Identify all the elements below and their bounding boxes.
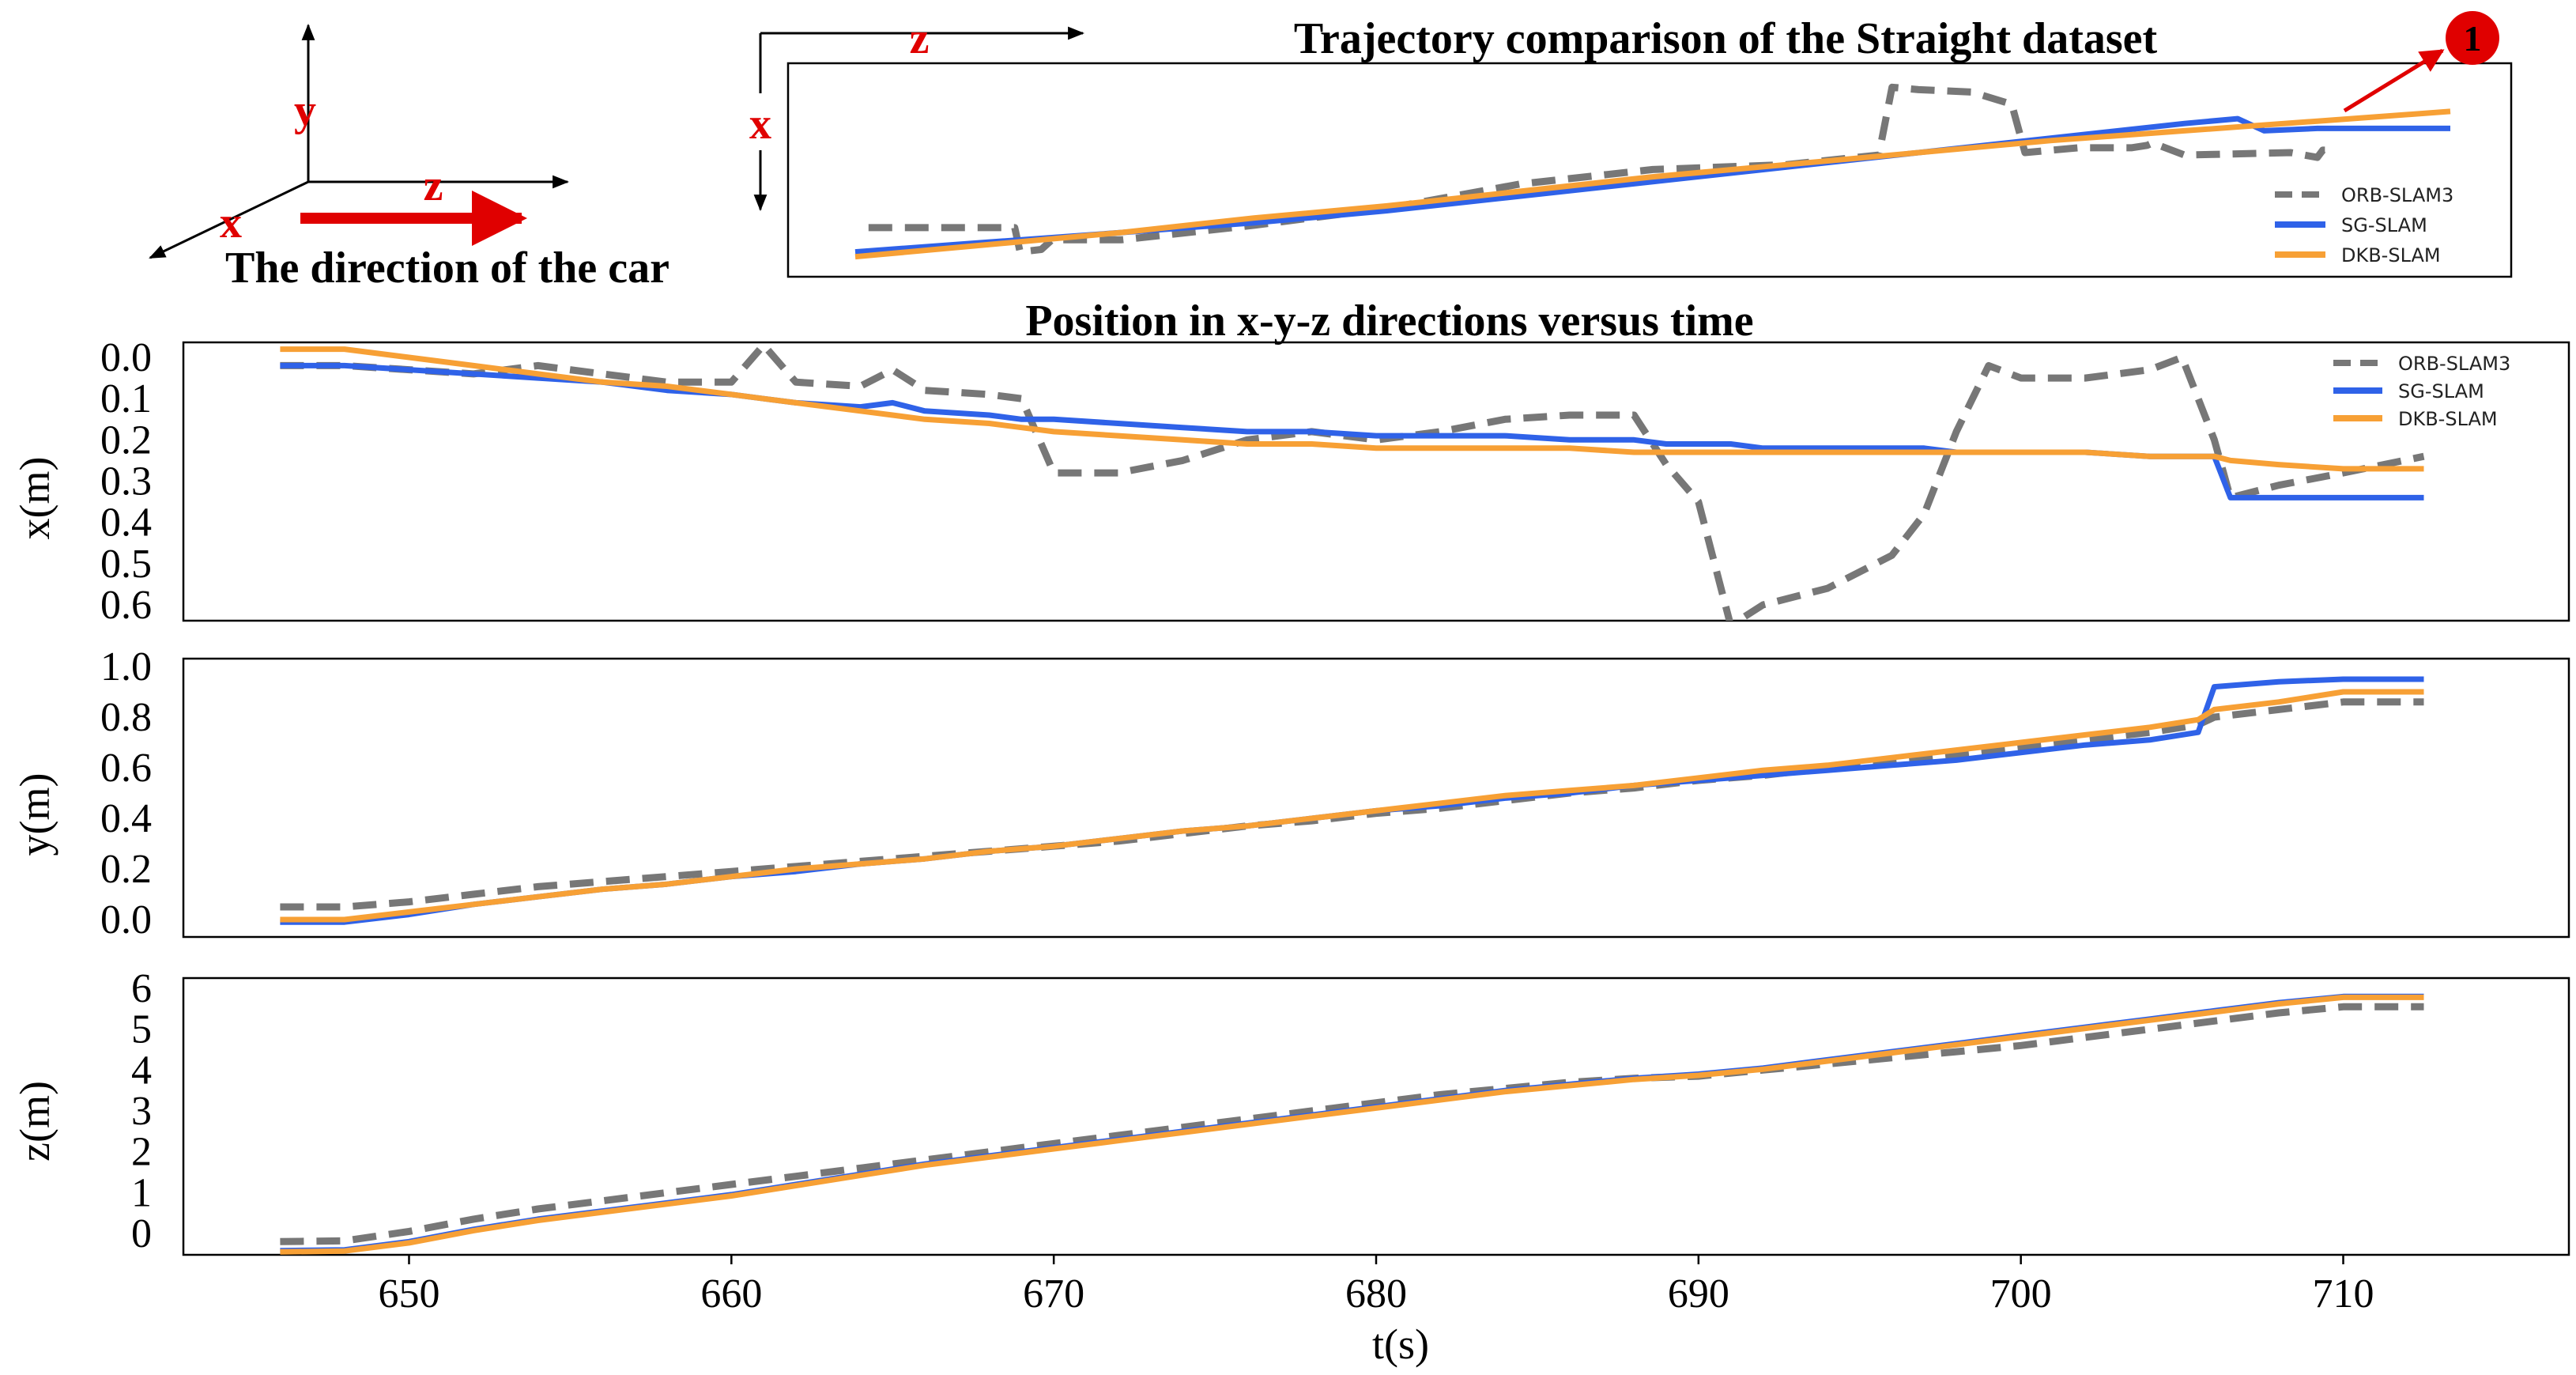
z-panel-ytick: 3 — [131, 1089, 152, 1134]
y-panel-ytick: 0.4 — [100, 796, 152, 841]
traj-legend-label-sg-slam: SG-SLAM — [2341, 214, 2427, 236]
y-panel-frame — [182, 657, 2570, 939]
x-panel: 0.00.10.20.30.40.50.6 x(m) ORB-SLAM3 SG-SLA… — [11, 335, 2570, 628]
y-panel-series-sg-slam — [280, 676, 2424, 925]
z-panel-ytick: 1 — [131, 1170, 152, 1215]
x-panel-ytick: 0.4 — [100, 501, 152, 546]
xtick-label: 660 — [700, 1271, 762, 1316]
traj-x-label: x — [749, 100, 771, 149]
x-panel-frame — [182, 341, 2570, 622]
xtick-label: 650 — [378, 1271, 439, 1316]
x-axis-arrow — [149, 180, 309, 259]
car-direction-caption: The direction of the car — [225, 244, 669, 293]
y-panel-ytick: 0.6 — [100, 746, 152, 791]
time-axis-label: t(s) — [1372, 1320, 1429, 1368]
marker-circle — [2446, 11, 2499, 65]
z-panel-ytick: 5 — [131, 1007, 152, 1052]
z-panel-ytick: 2 — [131, 1130, 152, 1175]
xtick-label: 690 — [1668, 1271, 1729, 1316]
traj-series-dkb-slam — [854, 108, 2451, 260]
x-panel-series-dkb-slam — [280, 346, 2424, 472]
y-panel-lines — [280, 676, 2424, 925]
marker-arrow — [2343, 48, 2445, 113]
x-panel-legend: ORB-SLAM3 SG-SLAM DKB-SLAM — [2333, 353, 2510, 430]
x-panel-ytick: 0.2 — [100, 417, 152, 463]
traj-series-orb-slam3 — [868, 83, 2331, 256]
y-panel-series-dkb-slam — [280, 689, 2424, 923]
trajectory-legend: ORB-SLAM3 SG-SLAM DKB-SLAM — [2275, 184, 2453, 266]
trajectory-title: Trajectory comparison of the Straight da… — [1294, 14, 2158, 63]
z-panel-ytick: 6 — [131, 966, 152, 1011]
traj-series-sg-slam — [854, 115, 2450, 255]
glyph-x-label: x — [220, 198, 242, 247]
y-panel-ytick: 0.0 — [100, 897, 152, 942]
traj-legend-label-dkb-slam: DKB-SLAM — [2341, 244, 2441, 266]
xtick-label: 710 — [2313, 1271, 2374, 1316]
z-panel-series-dkb-slam — [280, 994, 2424, 1255]
trajectory-lines — [854, 83, 2451, 260]
x-panel-legend-label-sg-slam: SG-SLAM — [2398, 380, 2484, 402]
x-panel-legend-label-orb-slam3: ORB-SLAM3 — [2398, 353, 2510, 375]
glyph-y-label: y — [294, 86, 316, 135]
y-panel-ytick: 1.0 — [100, 644, 152, 689]
y-panel-ytick: 0.8 — [100, 695, 152, 740]
trajectory-plot: Trajectory comparison of the Straight da… — [749, 11, 2513, 278]
x-panel-ytick: 0.6 — [100, 583, 152, 628]
x-panel-lines — [280, 342, 2425, 621]
x-panel-ytick: 0.5 — [100, 542, 152, 587]
x-panel-ytick: 0.1 — [100, 376, 152, 421]
x-panel-ylabel: x(m) — [11, 457, 58, 540]
trajectory-frame — [786, 62, 2513, 278]
marker-label: 1 — [2464, 18, 2482, 59]
y-panel: 0.0 0.2 0.4 0.6 0.8 1.0 y(m) — [11, 644, 2570, 942]
z-panel-series-orb-slam3 — [280, 1003, 2424, 1245]
xtick-label: 680 — [1345, 1271, 1407, 1316]
z-panel-ylabel: z(m) — [11, 1081, 58, 1162]
y-panel-ytick: 0.2 — [100, 847, 152, 892]
glyph-z-label: z — [424, 161, 443, 210]
xtick-label: 700 — [1990, 1271, 2052, 1316]
z-panel-ytick: 4 — [131, 1048, 152, 1093]
x-panel-series-orb-slam3 — [280, 342, 2425, 621]
y-panel-ylabel: y(m) — [11, 773, 58, 856]
x-panel-ytick: 0.0 — [100, 335, 152, 380]
z-panel-ytick: 0 — [131, 1211, 152, 1256]
x-panel-legend-label-dkb-slam: DKB-SLAM — [2398, 408, 2498, 430]
axis-glyph-3d: y z x The direction of the car — [149, 23, 669, 293]
xtick-label: 670 — [1023, 1271, 1084, 1316]
position-title: Position in x-y-z directions versus time — [1025, 297, 1753, 346]
time-series-panels: 0.00.10.20.30.40.50.6x(m)ORB-SLAM3SG-SLA… — [11, 335, 2570, 1316]
x-panel-series-sg-slam — [280, 362, 2424, 501]
z-panel-lines — [280, 993, 2424, 1255]
traj-legend-label-orb-slam3: ORB-SLAM3 — [2341, 184, 2453, 206]
traj-z-label: z — [910, 14, 930, 63]
x-panel-ytick: 0.3 — [100, 459, 152, 504]
